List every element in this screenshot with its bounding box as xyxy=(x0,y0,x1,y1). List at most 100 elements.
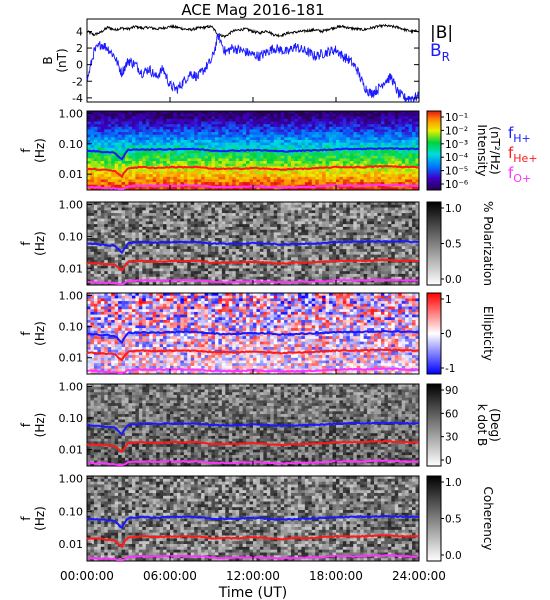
spectrogram-cell xyxy=(156,262,161,267)
spectrogram-cell xyxy=(270,218,275,222)
spectrogram-cell xyxy=(173,224,178,228)
spectrogram-cell xyxy=(194,116,199,120)
spectrogram-cell xyxy=(315,179,320,183)
spectrogram-cell xyxy=(377,139,382,143)
spectrogram-cell xyxy=(273,150,278,154)
spectrogram-cell xyxy=(301,235,306,239)
spectrogram-cell xyxy=(374,111,378,115)
spectrogram-cell xyxy=(131,116,136,120)
spectrogram-cell xyxy=(208,243,212,247)
spectrogram-cell xyxy=(294,210,299,214)
spectrogram-cell xyxy=(259,116,264,120)
spectrogram-cell xyxy=(246,176,250,180)
spectrogram-cell xyxy=(311,113,316,117)
spectrogram-cell xyxy=(190,265,195,269)
spectrogram-cell xyxy=(412,153,416,157)
spectrogram-cell xyxy=(201,202,205,206)
spectrogram-cell xyxy=(273,276,278,280)
spectrogram-cell xyxy=(263,155,268,159)
spectrogram-cell xyxy=(322,210,327,214)
spectrogram-cell xyxy=(277,158,282,162)
spectrogram-cell xyxy=(135,237,140,242)
spectrogram-cell xyxy=(204,204,209,208)
spectrogram-cell xyxy=(87,137,91,141)
spectrogram-cell xyxy=(228,273,233,278)
spectrogram-cell xyxy=(131,251,136,255)
spectrogram-cell xyxy=(114,121,119,125)
spectrogram-cell xyxy=(232,224,237,228)
spectrogram-cell xyxy=(138,226,143,231)
spectrogram-cell xyxy=(284,232,288,236)
spectrogram-cell xyxy=(370,158,375,162)
spectrogram-cell xyxy=(187,126,192,130)
spectrogram-cell xyxy=(128,235,133,239)
spectrogram-cell xyxy=(145,126,150,130)
spectrogram-cell xyxy=(256,176,261,180)
spectrogram-cell xyxy=(374,174,378,178)
spectrogram-cell xyxy=(377,121,382,125)
spectrogram-cell xyxy=(391,121,396,125)
spectrogram-cell xyxy=(322,111,327,115)
spectrogram-cell xyxy=(176,232,181,236)
spectrogram-cell xyxy=(256,210,261,214)
spectrogram-cell xyxy=(249,174,254,178)
spectrogram-cell xyxy=(263,218,268,222)
spectrogram-cell xyxy=(232,171,237,175)
spectrogram-cell xyxy=(263,221,268,225)
spectrogram-cell xyxy=(180,237,185,242)
spectrogram-cell xyxy=(93,124,98,128)
spectrogram-cell xyxy=(166,207,171,211)
spectrogram-cell xyxy=(138,179,143,183)
spectrogram-cell xyxy=(277,179,282,183)
spectrogram-cell xyxy=(318,139,323,143)
spectrogram-cell xyxy=(239,158,244,162)
spectrogram-cell xyxy=(166,121,171,125)
spectrogram-cell xyxy=(318,204,323,208)
spectrogram-cell xyxy=(138,158,143,162)
spectrogram-cell xyxy=(176,153,181,157)
spectrogram-cell xyxy=(270,276,275,280)
spectrogram-cell xyxy=(294,182,299,186)
spectrogram-cell xyxy=(280,166,285,170)
spectrogram-cell xyxy=(125,276,129,280)
spectrogram-cell xyxy=(415,150,420,154)
spectrogram-cell xyxy=(391,179,396,183)
spectrogram-cell xyxy=(242,257,247,261)
spectrogram-cell xyxy=(273,113,278,117)
spectrogram-cell xyxy=(107,202,112,206)
spectrogram-cell xyxy=(228,249,233,253)
spectrogram-cell xyxy=(107,124,112,128)
spectrogram-cell xyxy=(166,179,171,183)
spectrogram-cell xyxy=(412,161,416,165)
spectrogram-cell xyxy=(332,182,337,186)
spectrogram-cell xyxy=(204,257,209,261)
spectrogram-cell xyxy=(256,229,261,233)
spectrogram-cell xyxy=(125,251,129,255)
spectrogram-cell xyxy=(259,153,264,157)
spectrogram-cell xyxy=(145,142,150,146)
spectrogram-cell xyxy=(104,235,109,239)
spectrogram-cell xyxy=(107,221,112,225)
spectrogram-cell xyxy=(142,116,147,120)
spectrogram-cell xyxy=(152,142,157,146)
spectrogram-cell xyxy=(87,171,91,175)
spectrogram-cell xyxy=(211,113,216,117)
spectrogram-cell xyxy=(308,226,313,231)
spectrogram-cell xyxy=(211,182,216,186)
spectrogram-cell xyxy=(332,113,337,117)
spectrogram-cell xyxy=(273,137,278,141)
spectrogram-cell xyxy=(156,163,161,167)
panels: 420-2-4B (nT)1.000.100.01f (Hz)10⁻¹10⁻²10⁻… xyxy=(19,18,502,562)
spectrogram-cell xyxy=(166,226,171,231)
spectrogram-cell xyxy=(97,147,102,151)
spectrogram-cell xyxy=(239,246,244,250)
spectrogram-cell xyxy=(97,229,102,233)
spectrogram-cell xyxy=(145,111,150,115)
spectrogram-cell xyxy=(360,129,365,133)
spectrogram-cell xyxy=(235,176,240,180)
spectrogram-cell xyxy=(208,215,212,219)
spectrogram-cell xyxy=(197,113,202,117)
spectrogram-cell xyxy=(232,221,237,225)
spectrogram-cell xyxy=(336,153,340,157)
spectrogram-cell xyxy=(201,145,205,149)
